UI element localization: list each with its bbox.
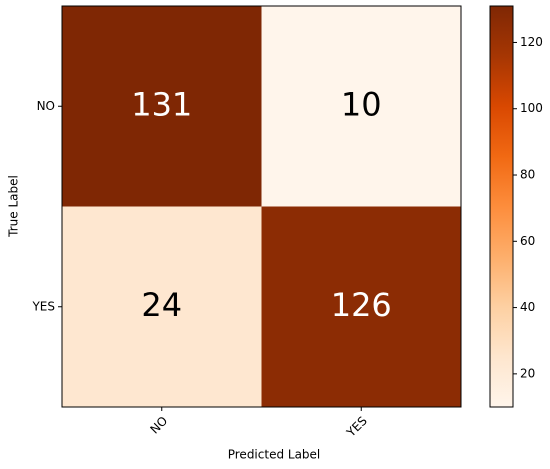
x-axis-label: Predicted Label: [228, 448, 321, 462]
cell: [261, 6, 461, 207]
plot-frame: [61, 5, 462, 408]
colorbar-tick-label: 60: [520, 234, 535, 248]
cell-value: 10: [341, 85, 382, 123]
colorbar-tick-label: 100: [520, 101, 543, 115]
cell-value: 126: [331, 286, 392, 324]
x-tick-label: YES: [343, 414, 370, 441]
colorbar-tick-label: 20: [520, 366, 535, 380]
cell: [62, 6, 262, 207]
colorbar-tick-label: 120: [520, 35, 543, 49]
cell-value: 24: [141, 286, 182, 324]
y-tick-label: YES: [31, 299, 55, 313]
colorbar: [489, 5, 514, 408]
colorbar-tick-label: 40: [520, 300, 535, 314]
x-tick-label: NO: [147, 414, 170, 437]
cell: [261, 206, 461, 407]
colorbar-tick-label: 80: [520, 168, 535, 182]
y-axis-label: True Label: [7, 175, 21, 238]
cell: [62, 206, 262, 407]
y-tick-label: NO: [37, 99, 55, 113]
cell-value: 131: [131, 85, 192, 123]
